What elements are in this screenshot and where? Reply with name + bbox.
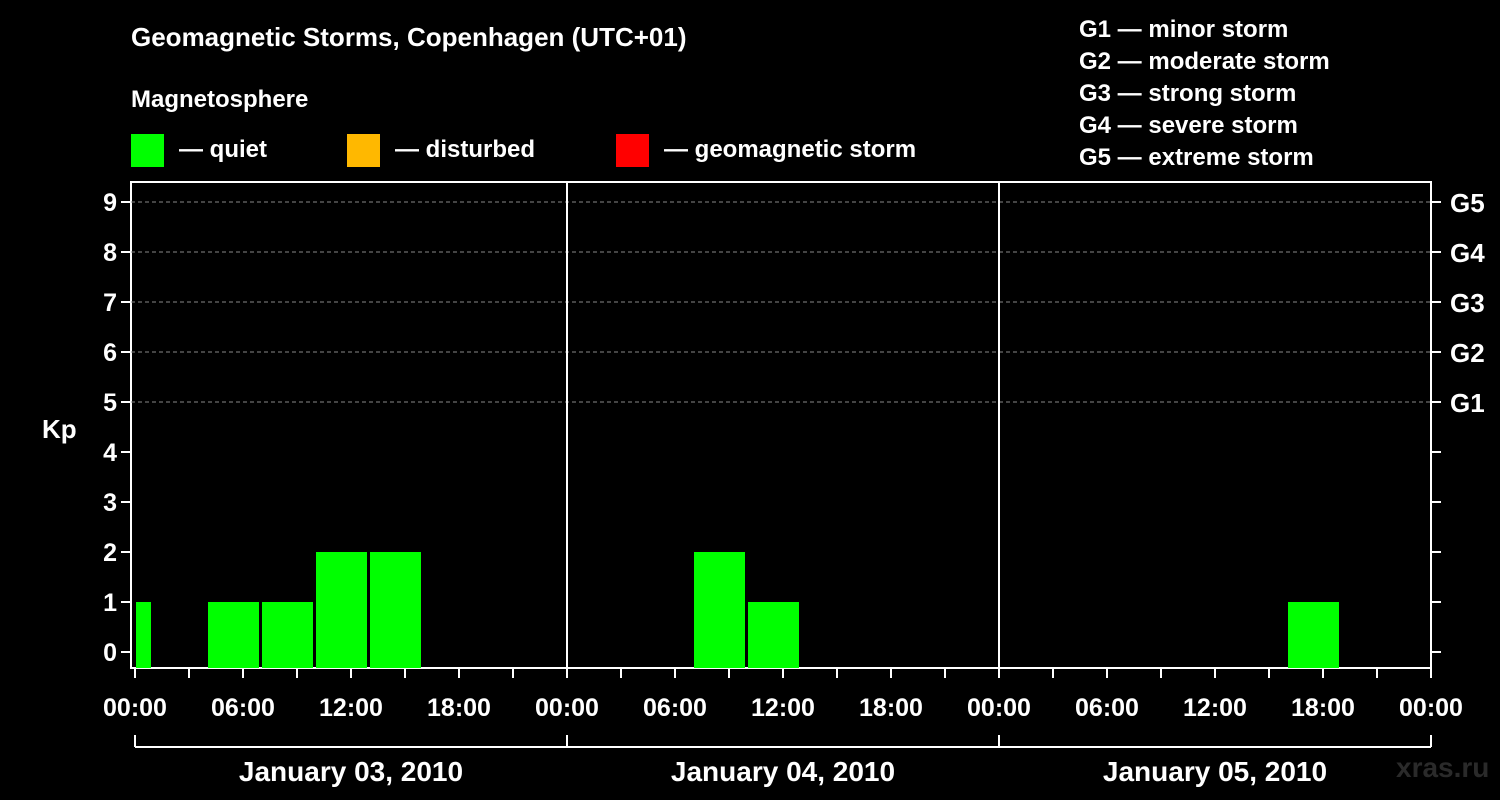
y-tick-label: 2	[103, 539, 117, 567]
storm-scale-g5: G5 — extreme storm	[1079, 144, 1314, 171]
storm-scale-g4: G4 — severe storm	[1079, 112, 1298, 139]
x-tick-label: 06:00	[1075, 694, 1139, 722]
g-scale-label: G2	[1450, 338, 1485, 368]
kp-bar	[1288, 602, 1339, 668]
y-tick-label: 1	[103, 589, 117, 617]
kp-bar	[748, 602, 799, 668]
kp-bar	[694, 552, 745, 668]
legend-quiet: — quiet	[131, 133, 267, 167]
legend-disturbed: — disturbed	[347, 133, 535, 167]
x-tick-label: 00:00	[535, 694, 599, 722]
legend-quiet-swatch	[131, 133, 164, 167]
kp-bar	[208, 602, 259, 668]
y-tick-label: 4	[103, 439, 117, 467]
y-tick-label: 7	[103, 289, 117, 317]
g-scale-label: G3	[1450, 288, 1485, 318]
x-tick-label: 18:00	[859, 694, 923, 722]
x-tick-label: 18:00	[427, 694, 491, 722]
g-scale-label: G5	[1450, 188, 1485, 218]
kp-bar	[262, 602, 313, 668]
y-tick-label: 0	[103, 639, 117, 667]
legend-storm-swatch	[616, 133, 649, 167]
x-tick-label: 12:00	[751, 694, 815, 722]
y-tick-label: 9	[103, 189, 117, 217]
storm-scale-g2: G2 — moderate storm	[1079, 48, 1330, 75]
kp-bar	[136, 602, 151, 668]
y-tick-label: 3	[103, 489, 117, 517]
y-axis-label: Kp	[42, 414, 77, 444]
legend-disturbed-label: — disturbed	[395, 136, 536, 163]
chart-title: Geomagnetic Storms, Copenhagen (UTC+01)	[131, 22, 687, 52]
legend-disturbed-swatch	[347, 133, 380, 167]
x-tick-label: 00:00	[103, 694, 167, 722]
y-tick-label: 8	[103, 239, 117, 267]
legend-storm: — geomagnetic storm	[616, 133, 916, 167]
x-tick-label: 06:00	[211, 694, 275, 722]
x-tick-label: 00:00	[967, 694, 1031, 722]
legend-quiet-label: — quiet	[179, 136, 267, 163]
legend-storm-label: — geomagnetic storm	[664, 136, 917, 163]
kp-bar	[316, 552, 367, 668]
day-label: January 04, 2010	[671, 756, 895, 787]
x-tick-label: 12:00	[319, 694, 383, 722]
kp-bar	[370, 552, 421, 668]
storm-scale-g1: G1 — minor storm	[1079, 16, 1289, 43]
day-label: January 05, 2010	[1103, 756, 1327, 787]
x-tick-label: 06:00	[643, 694, 707, 722]
storm-scale-list: G1 — minor storm G2 — moderate storm G3 …	[1079, 14, 1330, 174]
y-tick-label: 6	[103, 339, 117, 367]
storm-scale-g3: G3 — strong storm	[1079, 80, 1297, 107]
day-label: January 03, 2010	[239, 756, 463, 787]
g-scale-label: G1	[1450, 388, 1485, 418]
y-tick-label: 5	[103, 389, 117, 417]
watermark: xras.ru	[1396, 752, 1490, 783]
x-tick-label: 18:00	[1291, 694, 1355, 722]
g-scale-label: G4	[1450, 238, 1485, 268]
x-tick-label: 12:00	[1183, 694, 1247, 722]
x-tick-label: 00:00	[1399, 694, 1463, 722]
legend-title: Magnetosphere	[131, 86, 309, 113]
